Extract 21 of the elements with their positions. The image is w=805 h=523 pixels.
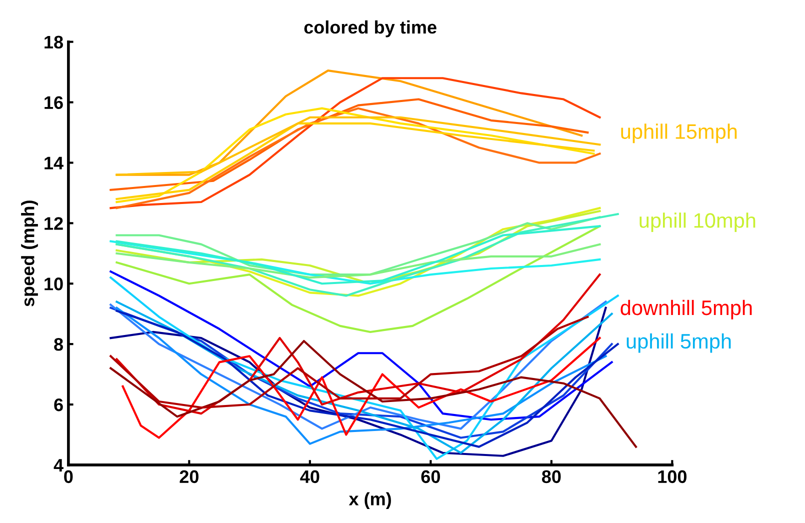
y-tick-label: 4 [54,459,64,472]
y-tick-label: 16 [44,96,63,110]
y-tick-label: 8 [54,338,64,351]
y-tick-label: 10 [44,278,63,290]
y-axis-title: speed (mph) [21,200,38,306]
x-tick-label: 40 [300,470,320,484]
y-tick-label: 6 [54,398,63,412]
chart-title: colored by time [304,20,436,38]
y-tick-label: 14 [44,156,64,170]
annotation: uphill 10mph [640,212,756,232]
annotation: downhill 5mph [620,300,752,320]
x-tick-label: 20 [180,470,198,484]
y-tick-label: 12 [44,217,63,230]
x-axis-title: x (m) [348,492,391,510]
y-tick-label: 18 [44,36,64,49]
x-tick-label: 100 [658,470,686,484]
x-tick-label: 60 [421,470,440,484]
annotation: uphill 15mph [621,124,737,144]
annotation: uphill 5mph [626,333,731,353]
x-tick-label: 0 [64,470,73,484]
x-tick-label: 80 [542,470,561,484]
